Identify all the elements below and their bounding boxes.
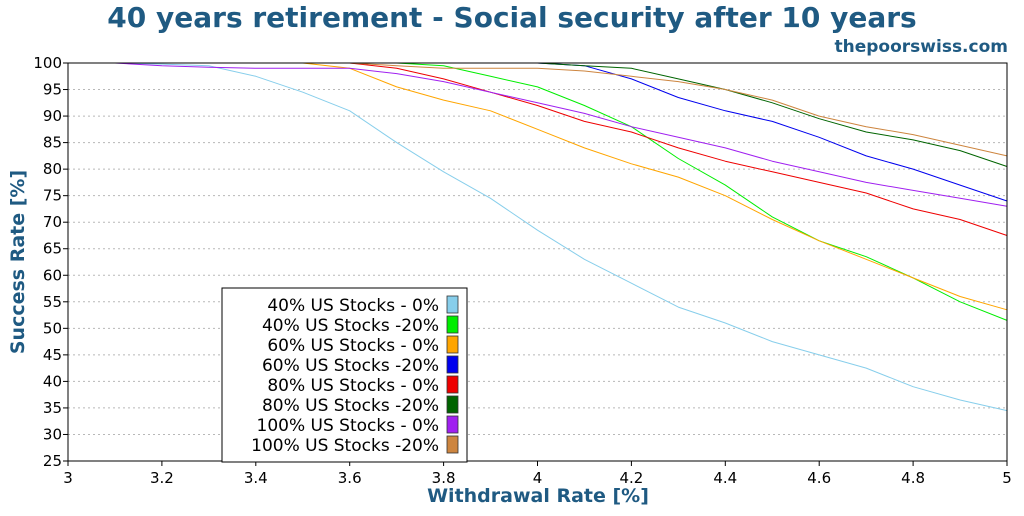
- legend-swatch: [446, 355, 459, 374]
- series-line-40-us-stocks-20: [68, 62, 1008, 321]
- x-tick-label: 5: [1002, 469, 1012, 487]
- y-tick-label: 65: [43, 240, 62, 258]
- y-axis-label: Success Rate [%]: [7, 170, 29, 354]
- x-tick-label: 3.6: [338, 469, 362, 487]
- legend-label: 80% US Stocks - 0%: [267, 376, 439, 396]
- x-tick-label: 3.4: [244, 469, 268, 487]
- source-credit: thepoorswiss.com: [835, 37, 1009, 57]
- legend-swatch: [446, 435, 459, 454]
- legend-swatch: [446, 375, 459, 394]
- x-tick-label: 4.2: [619, 469, 643, 487]
- plot-frame: [67, 62, 1008, 462]
- x-tick-label: 3.2: [150, 469, 174, 487]
- gridlines: [68, 89, 1007, 435]
- legend: 40% US Stocks - 0%40% US Stocks -20%60% …: [221, 287, 468, 463]
- y-tick-label: 70: [43, 213, 62, 231]
- y-tick-label: 90: [43, 107, 62, 125]
- y-tick-label: 100: [33, 54, 62, 72]
- legend-swatch: [446, 335, 459, 354]
- legend-box: [221, 287, 468, 463]
- legend-swatch: [446, 295, 459, 314]
- y-tick-label: 75: [43, 187, 62, 205]
- series-line-40-us-stocks-0: [68, 62, 1008, 412]
- x-tick-label: 4.8: [901, 469, 925, 487]
- legend-label: 100% US Stocks - 0%: [257, 416, 439, 436]
- y-tick-label: 40: [43, 372, 62, 390]
- legend-label: 40% US Stocks - 0%: [267, 296, 439, 316]
- x-tick-label: 4.4: [713, 469, 737, 487]
- legend-label: 60% US Stocks -20%: [262, 356, 439, 376]
- series-line-80-us-stocks-0: [68, 62, 1008, 236]
- legend-label: 60% US Stocks - 0%: [267, 336, 439, 356]
- y-tick-label: 35: [43, 399, 62, 417]
- series-line-100-us-stocks-0: [68, 62, 1008, 207]
- x-axis: 3 3.2 3.4 3.6 3.8 4 4.2 4.4 4.6 4.8 5: [63, 461, 1012, 487]
- series-line-100-us-stocks-20: [68, 62, 1008, 157]
- series-lines: [68, 62, 1008, 412]
- x-tick-label: 3.8: [432, 469, 456, 487]
- y-tick-label: 45: [43, 346, 62, 364]
- y-tick-label: 95: [43, 81, 62, 99]
- legend-label: 80% US Stocks -20%: [262, 396, 439, 416]
- y-tick-label: 55: [43, 293, 62, 311]
- series-line-80-us-stocks-20: [68, 62, 1008, 167]
- legend-label: 100% US Stocks -20%: [251, 436, 439, 456]
- legend-label: 40% US Stocks -20%: [262, 316, 439, 336]
- x-tick-label: 3: [63, 469, 73, 487]
- y-tick-label: 80: [43, 160, 62, 178]
- chart-title: 40 years retirement - Social security af…: [107, 1, 916, 34]
- y-tick-label: 85: [43, 134, 62, 152]
- y-tick-label: 30: [43, 425, 62, 443]
- y-axis: 25 30 35 40 45 50 55 60 65 70 75 80 85 90 95 100: [33, 54, 68, 470]
- series-line-60-us-stocks-0: [68, 62, 1008, 311]
- x-tick-label: 4.6: [807, 469, 831, 487]
- legend-swatch: [446, 395, 459, 414]
- x-tick-label: 4: [533, 469, 543, 487]
- y-tick-label: 25: [43, 452, 62, 470]
- x-axis-label: Withdrawal Rate [%]: [427, 485, 649, 507]
- legend-swatch: [446, 315, 459, 334]
- legend-swatch: [446, 415, 459, 434]
- y-tick-label: 60: [43, 266, 62, 284]
- y-tick-label: 50: [43, 319, 62, 337]
